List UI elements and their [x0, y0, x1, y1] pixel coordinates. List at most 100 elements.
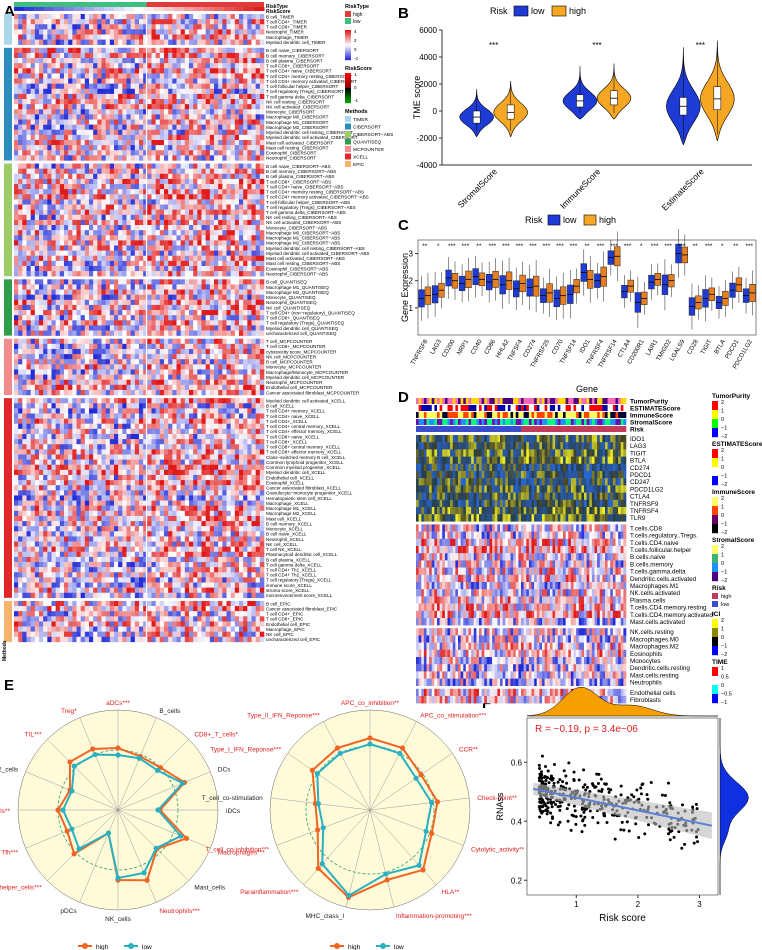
heatmap-cell [26, 359, 31, 365]
heatmap-cell [14, 423, 19, 430]
heatmap-cell [151, 230, 156, 236]
heatmap-cell [139, 289, 144, 295]
heatmap-cell [214, 379, 219, 386]
heatmap-cell [205, 52, 211, 59]
heatmap-cell [172, 104, 177, 110]
heatmap-cell [159, 413, 165, 419]
heatmap-cell [176, 150, 181, 156]
heatmap-cell [26, 320, 31, 326]
riskscore-cell [214, 7, 225, 11]
heatmap-cell [134, 289, 140, 295]
heatmap-cell [84, 315, 90, 321]
heatmap-cell [184, 34, 190, 40]
heatmap-cell [172, 134, 177, 141]
heatmap-cell [97, 359, 102, 365]
heatmap-cell [218, 374, 223, 380]
heatmap-cell [122, 364, 127, 370]
heatmap-cell [168, 34, 173, 40]
heatmap-cell [80, 109, 86, 115]
heatmap-cell [84, 29, 90, 35]
heatmap-cell [139, 403, 144, 409]
heatmap-cell [80, 88, 86, 95]
heatmap-cell [130, 310, 136, 316]
heatmap-cell [64, 58, 69, 64]
heatmap-cell [59, 384, 65, 391]
heatmap-cell [55, 369, 61, 375]
heatmap-cell [80, 73, 86, 79]
heatmap-cell [214, 99, 219, 105]
heatmap-cell [105, 433, 111, 440]
heatmap-cell [180, 235, 186, 241]
heatmap-cell [101, 155, 106, 161]
heatmap-cell [18, 209, 23, 215]
heatmap-cell [97, 423, 102, 430]
heatmap-cell [205, 145, 211, 151]
heatmap-cell [47, 204, 52, 210]
heatmap-cell [201, 114, 206, 120]
heatmap-cell [209, 29, 215, 35]
heatmap-cell [97, 58, 102, 64]
heatmap-cell [143, 173, 148, 180]
heatmap-cell [214, 204, 219, 210]
heatmap-cell [201, 403, 206, 409]
heatmap-cell [68, 418, 73, 424]
row-label: T cell CD4+ memory resting_CIBERSORT [266, 74, 352, 79]
heatmap-cell [39, 189, 44, 195]
heatmap-cell [214, 134, 219, 141]
heatmap-cell [197, 245, 202, 251]
heatmap-cell [97, 134, 102, 141]
heatmap-cell [18, 93, 23, 100]
heatmap-cell [247, 129, 252, 136]
heatmap-cell [14, 294, 19, 300]
heatmap-cell [47, 104, 52, 110]
heatmap-cell [139, 354, 144, 360]
heatmap-cell [230, 39, 236, 45]
heatmap-cell [197, 343, 202, 350]
heatmap-cell [72, 408, 77, 414]
heatmap-cell [18, 289, 23, 295]
heatmap-cell [168, 330, 173, 336]
heatmap-cell [51, 343, 56, 350]
heatmap-cell [251, 315, 256, 321]
heatmap-cell [164, 150, 169, 156]
heatmap-cell [172, 73, 177, 79]
heatmap-cell [259, 315, 265, 321]
heatmap-cell [43, 260, 48, 267]
heatmap-cell [89, 47, 94, 54]
heatmap-cell [89, 163, 94, 169]
heatmap-cell [39, 24, 44, 30]
heatmap-cell [151, 88, 156, 95]
heatmap-cell [39, 99, 44, 105]
heatmap-cell [147, 225, 152, 231]
heatmap-cell [22, 271, 27, 277]
heatmap-cell [43, 338, 48, 345]
heatmap-cell [168, 374, 173, 380]
heatmap-cell [189, 299, 194, 306]
heatmap-cell [14, 150, 19, 156]
heatmap-cell [30, 139, 36, 146]
heatmap-cell [155, 320, 161, 326]
heatmap-cell [72, 93, 77, 100]
heatmap-cell [197, 389, 202, 396]
heatmap-cell [247, 379, 252, 386]
heatmap-cell [126, 219, 131, 226]
heatmap-cell [176, 325, 181, 331]
heatmap-cell [184, 189, 190, 195]
heatmap-cell [147, 289, 152, 295]
heatmap-cell [30, 379, 36, 386]
heatmap-cell [155, 359, 161, 365]
heatmap-cell [230, 403, 236, 409]
heatmap-cell [30, 88, 36, 95]
heatmap-cell [247, 315, 252, 321]
heatmap-cell [159, 14, 165, 20]
heatmap-cell [226, 14, 231, 20]
heatmap-cell [214, 423, 219, 430]
heatmap-cell [251, 184, 256, 190]
heatmap-cell [43, 444, 48, 450]
heatmap-cell [214, 271, 219, 277]
heatmap-cell [184, 403, 190, 409]
heatmap-cell [184, 369, 190, 375]
heatmap-cell [222, 93, 227, 100]
heatmap-cell [214, 413, 219, 419]
heatmap-cell [222, 134, 227, 141]
